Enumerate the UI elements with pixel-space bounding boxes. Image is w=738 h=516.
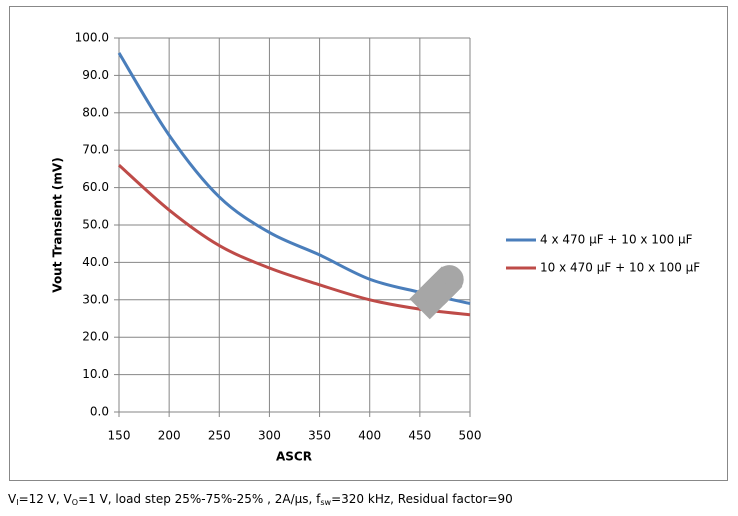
x-tick-label: 350 xyxy=(308,429,331,443)
y-tick-label: 10.0 xyxy=(82,367,109,381)
y-tick-label: 30.0 xyxy=(82,292,109,306)
legend-label: 4 x 470 µF + 10 x 100 µF xyxy=(540,233,693,247)
x-tick-label: 150 xyxy=(108,429,131,443)
x-tick-label: 300 xyxy=(258,429,281,443)
y-tick-label: 90.0 xyxy=(82,68,109,82)
y-tick-label: 20.0 xyxy=(82,330,109,344)
series-line xyxy=(117,52,471,306)
x-tick-label: 400 xyxy=(358,429,381,443)
x-tick-label: 500 xyxy=(459,429,482,443)
caption-sub: sw xyxy=(320,498,331,507)
x-tick-label: 450 xyxy=(408,429,431,443)
y-tick-label: 0.0 xyxy=(90,405,109,419)
y-tick-label: 40.0 xyxy=(82,255,109,269)
series-line xyxy=(117,164,471,317)
legend-label: 10 x 470 µF + 10 x 100 µF xyxy=(540,261,700,275)
caption-part: =12 V, V xyxy=(19,492,73,506)
y-tick-label: 50.0 xyxy=(82,218,109,232)
y-tick-label: 100.0 xyxy=(75,31,109,45)
y-tick-label: 80.0 xyxy=(82,105,109,119)
caption-part: =320 kHz, Residual factor=90 xyxy=(331,492,513,506)
x-axis-label: ASCR xyxy=(276,450,312,464)
x-tick-label: 250 xyxy=(208,429,231,443)
y-axis-label: Vout Transient (mV) xyxy=(51,157,65,292)
caption: VI=12 V, VO=1 V, load step 25%-75%-25% ,… xyxy=(8,492,513,507)
y-tick-label: 70.0 xyxy=(82,143,109,157)
caption-sub: I xyxy=(16,498,18,507)
x-tick-label: 200 xyxy=(158,429,181,443)
y-tick-label: 60.0 xyxy=(82,180,109,194)
caption-part: V xyxy=(8,492,17,506)
caption-part: =1 V, load step 25%-75%-25% , 2A/µs, f xyxy=(78,492,321,506)
caption-sub: O xyxy=(72,498,78,507)
chart-frame xyxy=(9,6,728,481)
